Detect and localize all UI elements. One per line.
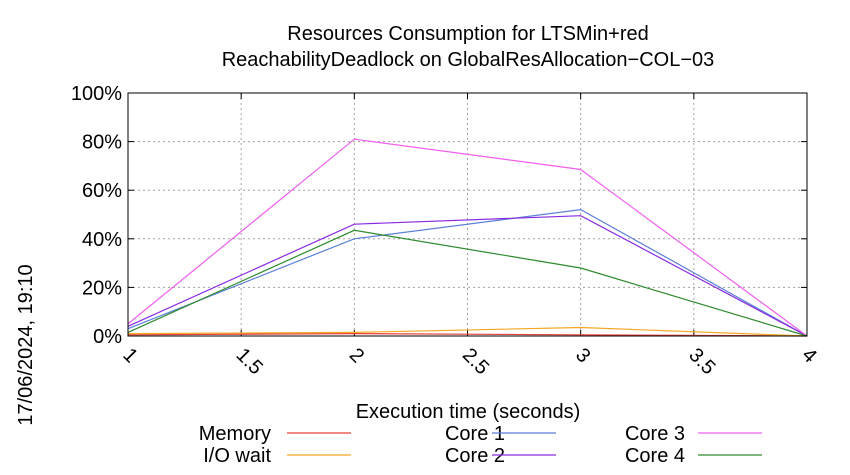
series-line-i-o-wait	[127, 326, 808, 337]
y-tick-label: 40%	[82, 229, 122, 251]
y-axis-ticks: 0% 20% 40% 60% 80% 100%	[71, 83, 807, 348]
x-tick-label: 4	[797, 344, 820, 367]
y-tick-label: 60%	[82, 180, 122, 202]
y-tick-label: 0%	[93, 326, 122, 348]
chart-subtitle: ReachabilityDeadlock on GlobalResAllocat…	[222, 49, 715, 71]
plot-frame	[127, 92, 808, 337]
x-tick-label: 2	[345, 344, 368, 367]
timestamp-label: 17/06/2024, 19:10	[15, 264, 37, 425]
series-line-core-3	[127, 138, 808, 337]
x-tick-label: 2.5	[458, 344, 493, 379]
x-tick-label: 3	[571, 344, 594, 367]
grid	[127, 92, 808, 337]
series-lines	[127, 138, 808, 337]
legend-label-i-o-wait: I/O wait	[203, 445, 271, 467]
series-line-core-2	[127, 215, 808, 337]
series-line-core-4	[127, 229, 808, 337]
legend-label-core-3: Core 3	[625, 423, 685, 445]
y-tick-label: 100%	[71, 83, 122, 105]
legend-label-core-1: Core 1	[445, 423, 505, 445]
series-line-core-1	[127, 208, 808, 337]
x-tick-label: 1.5	[232, 344, 267, 379]
x-axis-label: Execution time (seconds)	[356, 401, 581, 423]
legend-label-memory: Memory	[199, 423, 271, 445]
y-tick-label: 20%	[82, 277, 122, 299]
legend-label-core-4: Core 4	[625, 445, 685, 467]
legend-label-core-2: Core 2	[445, 445, 505, 467]
x-tick-label: 3.5	[684, 344, 719, 379]
chart-title: Resources Consumption for LTSMin+red	[287, 23, 648, 45]
y-tick-label: 80%	[82, 132, 122, 154]
series-line-memory	[127, 332, 808, 337]
